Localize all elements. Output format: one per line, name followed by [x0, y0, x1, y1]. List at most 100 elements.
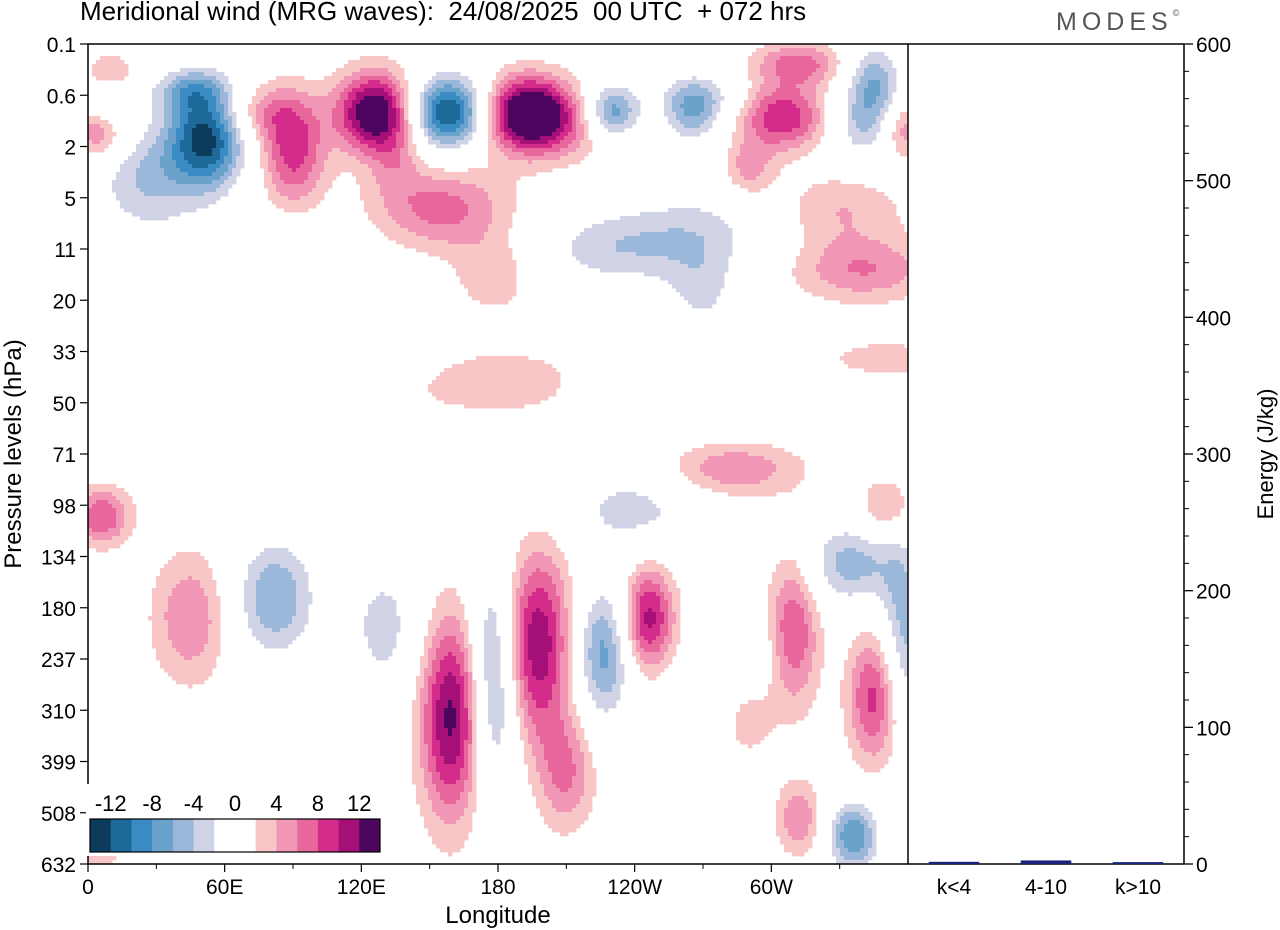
heatmap-cell — [560, 148, 565, 153]
heatmap-cell — [500, 160, 505, 165]
heatmap-cell — [176, 124, 181, 129]
heatmap-cell — [204, 156, 209, 161]
heatmap-cell — [296, 116, 301, 121]
heatmap-cell — [160, 180, 165, 185]
heatmap-cell — [396, 68, 401, 73]
heatmap-cell — [544, 160, 549, 165]
heatmap-cell — [296, 168, 301, 173]
heatmap-cell — [440, 96, 445, 101]
heatmap-cell — [296, 184, 301, 189]
heatmap-cell — [352, 76, 357, 81]
heatmap-cell — [404, 200, 409, 205]
heatmap-cell — [156, 132, 161, 137]
heatmap-cell — [268, 192, 273, 197]
heatmap-cell — [808, 100, 813, 105]
heatmap-cell — [788, 160, 793, 165]
heatmap-cell — [792, 52, 797, 57]
heatmap-cell — [580, 116, 585, 121]
heatmap-cell — [792, 48, 797, 53]
heatmap-cell — [512, 176, 517, 181]
heatmap-cell — [456, 176, 461, 181]
heatmap-cell — [804, 208, 809, 213]
heatmap-cell — [380, 204, 385, 209]
heatmap-cell — [524, 136, 529, 141]
heatmap-cell — [560, 92, 565, 97]
heatmap-cell — [268, 164, 273, 169]
heatmap-cell — [340, 96, 345, 101]
heatmap-cell — [824, 60, 829, 65]
heatmap-cell — [676, 96, 681, 101]
heatmap-cell — [668, 92, 673, 97]
heatmap-cell — [340, 164, 345, 169]
heatmap-cell — [400, 180, 405, 185]
heatmap-cell — [608, 112, 613, 117]
heatmap-cell — [820, 72, 825, 77]
heatmap-cell — [400, 116, 405, 121]
heatmap-cell — [804, 92, 809, 97]
heatmap-cell — [468, 96, 473, 101]
heatmap-cell — [320, 188, 325, 193]
heatmap-cell — [852, 112, 857, 117]
heatmap-cell — [132, 200, 137, 205]
heatmap-field — [88, 44, 909, 865]
heatmap-cell — [388, 208, 393, 213]
heatmap-cell — [748, 160, 753, 165]
heatmap-cell — [376, 56, 381, 61]
heatmap-cell — [712, 88, 717, 93]
heatmap-cell — [232, 160, 237, 165]
heatmap-cell — [348, 144, 353, 149]
heatmap-cell — [516, 140, 521, 145]
heatmap-cell — [764, 76, 769, 81]
heatmap-cell — [192, 88, 197, 93]
heatmap-cell — [320, 168, 325, 173]
heatmap-cell — [104, 68, 109, 73]
heatmap-cell — [336, 160, 341, 165]
heatmap-cell — [732, 172, 737, 177]
heatmap-cell — [348, 140, 353, 145]
heatmap-cell — [760, 124, 765, 129]
heatmap-cell — [332, 92, 337, 97]
heatmap-cell — [372, 148, 377, 153]
heatmap-cell — [716, 92, 721, 97]
heatmap-cell — [516, 116, 521, 121]
heatmap-cell — [348, 96, 353, 101]
heatmap-cell — [304, 192, 309, 197]
heatmap-cell — [496, 136, 501, 141]
heatmap-cell — [368, 76, 373, 81]
heatmap-cell — [160, 112, 165, 117]
heatmap-cell — [436, 124, 441, 129]
heatmap-cell — [808, 96, 813, 101]
heatmap-cell — [372, 128, 377, 133]
heatmap-cell — [480, 188, 485, 193]
heatmap-cell — [500, 108, 505, 113]
heatmap-cell — [556, 116, 561, 121]
heatmap-cell — [328, 92, 333, 97]
heatmap-cell — [264, 172, 269, 177]
heatmap-cell — [568, 84, 573, 89]
heatmap-cell — [168, 160, 173, 165]
heatmap-cell — [216, 76, 221, 81]
heatmap-cell — [220, 148, 225, 153]
heatmap-cell — [684, 220, 689, 225]
heatmap-cell — [456, 144, 461, 149]
heatmap-cell — [820, 116, 825, 121]
heatmap-cell — [312, 152, 317, 157]
heatmap-cell — [488, 184, 493, 189]
heatmap-cell — [108, 136, 113, 141]
heatmap-cell — [856, 116, 861, 121]
heatmap-cell — [804, 140, 809, 145]
heatmap-cell — [204, 92, 209, 97]
heatmap-cell — [776, 132, 781, 137]
heatmap-cell — [800, 212, 805, 217]
heatmap-cell — [896, 132, 901, 137]
heatmap-cell — [896, 148, 901, 153]
heatmap-cell — [288, 160, 293, 165]
heatmap-cell — [268, 196, 273, 201]
heatmap-cell — [864, 220, 869, 225]
heatmap-cell — [440, 172, 445, 177]
heatmap-cell — [540, 120, 545, 125]
heatmap-cell — [488, 160, 493, 165]
heatmap-cell — [460, 80, 465, 85]
heatmap-cell — [748, 116, 753, 121]
heatmap-cell — [356, 100, 361, 105]
